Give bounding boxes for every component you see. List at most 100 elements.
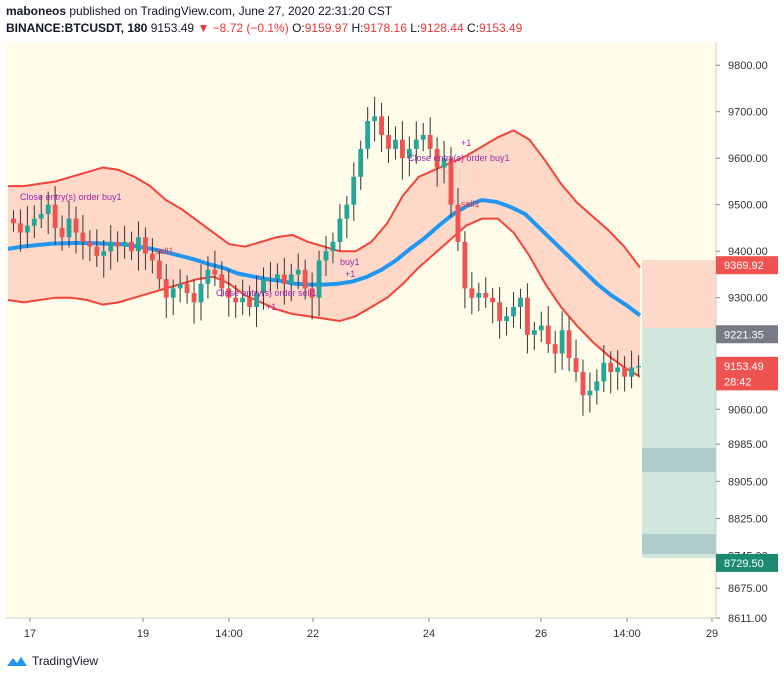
candle-body — [52, 204, 58, 228]
candle-body — [622, 367, 628, 377]
candle-body — [309, 288, 315, 298]
time-tick-label: 24 — [423, 628, 435, 640]
candles — [11, 96, 641, 416]
time-axis[interactable]: 17 19 14:00 22 24 26 14:00 29 — [24, 618, 718, 640]
candle-body — [233, 297, 239, 303]
candle-body — [531, 330, 537, 335]
footer[interactable]: TradingView — [6, 654, 98, 668]
trade-annotation: Close entry(s) order buy1 — [20, 192, 122, 202]
candle-body — [38, 214, 44, 219]
candle-body — [601, 362, 607, 382]
trade-annotation: buy1 — [340, 257, 360, 267]
tradingview-logo-icon — [7, 657, 27, 666]
price-label-text: 9153.49 — [724, 361, 764, 373]
published-text: published on TradingView.com, June 27, 2… — [69, 4, 393, 18]
lower-band-line — [7, 217, 641, 378]
price-change: −8.72 (−0.1%) — [212, 21, 289, 35]
candle-body — [615, 367, 621, 373]
price-tick-label: 9600.00 — [728, 153, 768, 165]
candle-body — [559, 330, 565, 354]
candle-body — [254, 293, 259, 307]
candle-body — [170, 288, 176, 298]
trade-annotation: +1 — [461, 138, 471, 148]
price-label-box — [716, 372, 778, 391]
candle-body — [205, 269, 211, 284]
symbol-label[interactable]: BINANCE:BTCUSDT, 180 — [6, 21, 148, 35]
candle-body — [399, 139, 405, 159]
last-price: 9153.49 — [150, 21, 195, 35]
candle-body — [45, 204, 51, 215]
price-tick-label: 9400.00 — [728, 246, 768, 258]
publisher-name[interactable]: maboneos — [6, 4, 67, 18]
candle-body — [149, 253, 155, 261]
price-axis[interactable]: 9800.00 9700.00 9600.00 9500.00 9400.00 9300.… — [716, 60, 768, 625]
candle-body — [483, 293, 489, 298]
candle-body — [365, 121, 371, 149]
candle-body — [469, 288, 475, 298]
candle-body — [545, 325, 551, 345]
long-position-zone — [642, 328, 716, 558]
candle-body — [608, 362, 614, 373]
candle-body — [226, 288, 232, 298]
price-tick-label: 8825.00 — [728, 514, 768, 526]
candle-body — [122, 241, 128, 247]
time-tick-label: 29 — [706, 628, 718, 640]
candle-body — [573, 358, 579, 373]
price-label-text: 9369.92 — [724, 260, 764, 272]
candle-body — [219, 274, 225, 289]
time-tick-label: 26 — [535, 628, 547, 640]
candle-body — [358, 148, 364, 177]
time-tick-label: 22 — [307, 628, 319, 640]
price-label-box — [716, 325, 778, 344]
trade-annotation: sell1 — [155, 246, 174, 256]
candle-body — [594, 381, 600, 391]
middle-band-line — [7, 198, 642, 317]
trade-annotation: +1 — [345, 269, 355, 279]
candle-body — [136, 237, 141, 252]
candle-body — [11, 218, 16, 224]
candle-body — [31, 218, 37, 226]
candle-body — [129, 241, 134, 252]
candle-body — [288, 274, 294, 284]
candle-body — [281, 274, 287, 284]
candle-body — [511, 306, 516, 317]
candle-body — [163, 279, 169, 298]
candle-body — [323, 251, 329, 261]
candle-body — [441, 158, 447, 168]
candle-body — [524, 297, 530, 335]
candle-body — [274, 274, 280, 280]
candle-body — [406, 148, 412, 159]
candle-body — [566, 330, 572, 359]
candle-body — [115, 241, 121, 247]
close-label: C: — [466, 21, 479, 35]
candle-body — [379, 116, 384, 135]
candle-body — [636, 366, 641, 368]
candle-body — [212, 269, 218, 275]
price-tick-label: 8611.00 — [728, 613, 767, 625]
time-tick-label: 14:00 — [613, 628, 641, 640]
high-value: 9178.16 — [363, 21, 407, 35]
time-tick-label: 19 — [137, 628, 149, 640]
trade-markers: Close entry(s) order buy1 sell1 Close entr… — [20, 138, 510, 312]
high-label: H: — [351, 21, 364, 35]
candle-body — [413, 139, 419, 149]
candle-body — [455, 204, 461, 242]
open-label: O: — [292, 21, 305, 35]
candle-body — [59, 227, 65, 238]
candle-body — [73, 218, 79, 233]
candle-body — [24, 225, 30, 233]
candle-body — [316, 260, 322, 298]
candle-body — [337, 218, 343, 242]
candle-body — [191, 293, 197, 303]
time-tick-label: 17 — [24, 628, 36, 640]
candle-body — [580, 372, 586, 396]
candle-body — [87, 241, 93, 247]
price-label-box — [716, 356, 778, 375]
candle-body — [247, 297, 253, 307]
candle-body — [629, 367, 635, 377]
candle-body — [261, 279, 266, 294]
candle-body — [184, 283, 190, 294]
candle-body — [295, 269, 301, 275]
candle-body — [156, 260, 162, 280]
